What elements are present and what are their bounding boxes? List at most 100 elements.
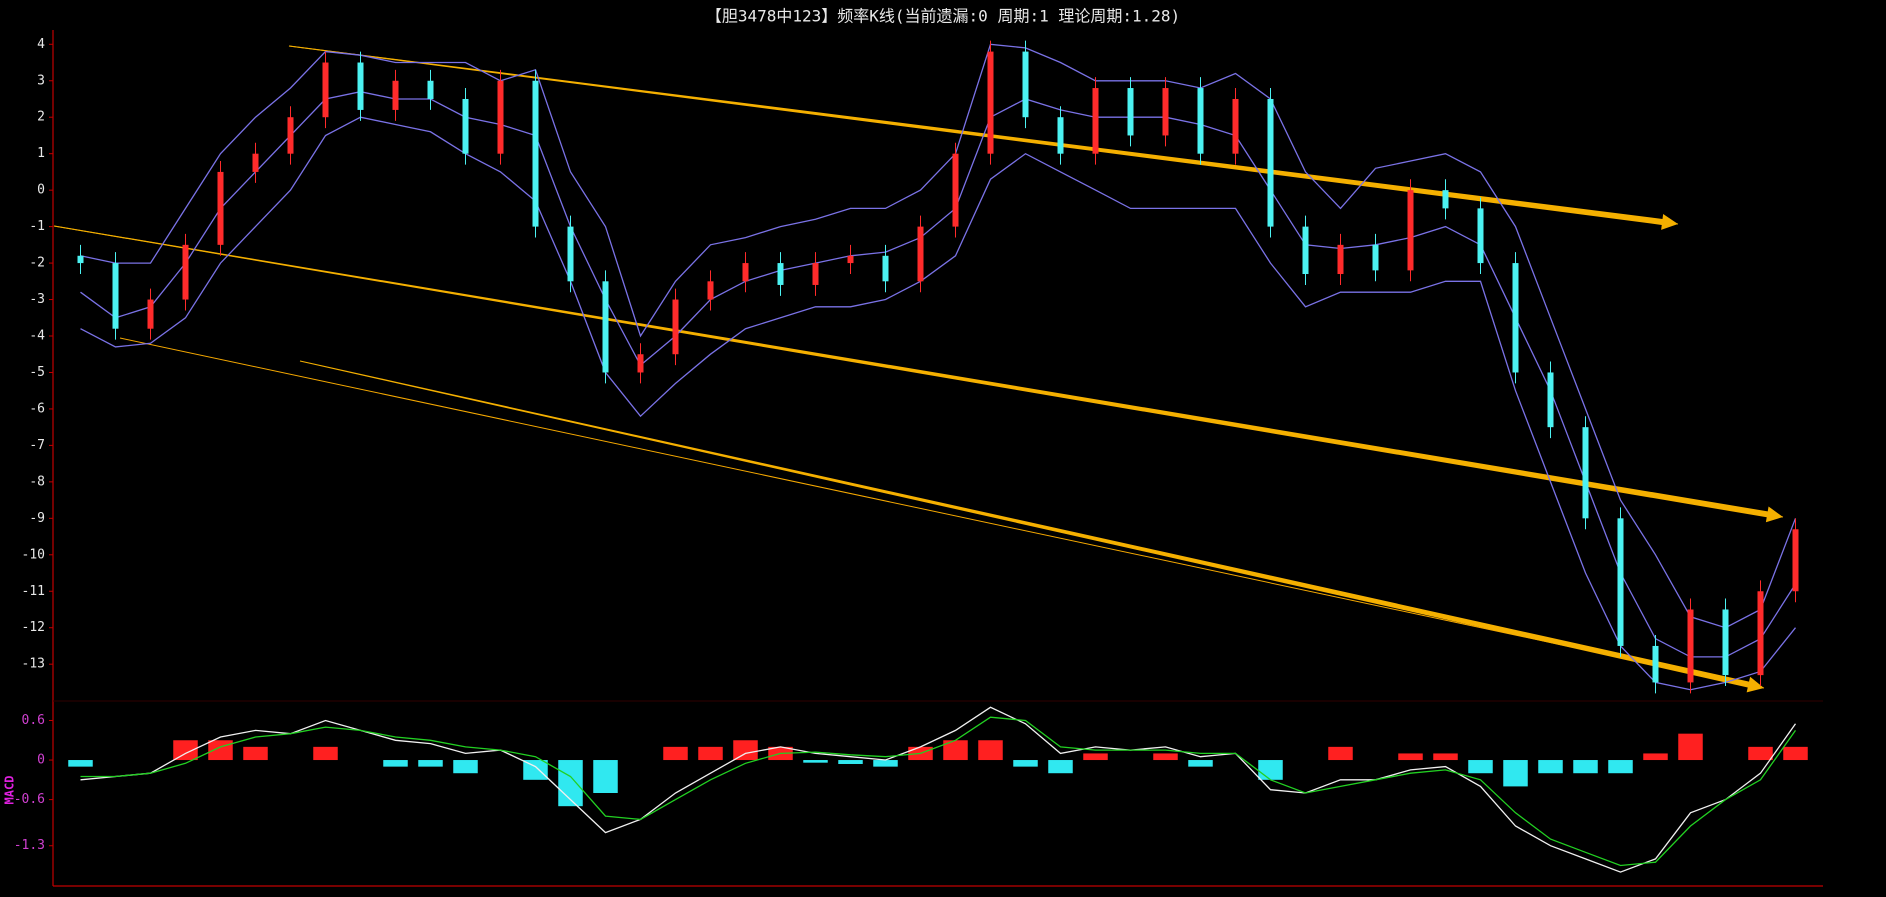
candle-body	[147, 299, 154, 329]
y-tick-label: -2	[29, 256, 45, 271]
candle-body	[462, 98, 469, 154]
macd-bar	[1258, 760, 1283, 780]
candle-body	[357, 62, 364, 110]
candle-body	[1267, 98, 1274, 227]
candle-body	[672, 299, 679, 355]
y-tick-label: 0	[37, 753, 45, 768]
y-tick-label: 0	[37, 183, 45, 198]
candle-body	[112, 263, 119, 329]
candle-body	[1057, 117, 1064, 154]
candle-body	[1372, 244, 1379, 271]
candle-body	[1757, 591, 1764, 676]
candle-body	[1687, 609, 1694, 683]
candle-body	[1407, 190, 1414, 271]
macd-bar	[383, 760, 408, 767]
candle-body	[847, 255, 854, 264]
y-tick-label: -1	[29, 219, 45, 234]
candle-body	[287, 117, 294, 154]
macd-bar	[173, 740, 198, 761]
macd-bar	[1783, 746, 1808, 761]
y-tick-label: -0.6	[14, 792, 45, 807]
candle-body	[742, 263, 749, 282]
macd-bar	[523, 760, 548, 780]
chart-title: 【胆3478中123】频率K线(当前遗漏:0 周期:1 理论周期:1.28)	[706, 7, 1180, 26]
y-axis-label: MACD	[3, 776, 17, 805]
y-tick-label: -4	[29, 329, 45, 344]
macd-bar	[943, 740, 968, 761]
y-tick-label: -7	[29, 438, 45, 453]
candle-body	[1337, 244, 1344, 275]
y-tick-label: 3	[37, 73, 45, 88]
trend-arrow	[299, 360, 1764, 693]
candle-body	[1477, 208, 1484, 264]
candle-body	[812, 263, 819, 285]
macd-bar	[1433, 753, 1458, 761]
macd-bar	[1013, 760, 1038, 767]
macd-bar	[1538, 760, 1563, 774]
line-series	[80, 716, 1797, 867]
trend-arrow	[53, 225, 1784, 523]
candle-body	[567, 226, 574, 282]
macd-bar	[453, 760, 478, 774]
candle-body	[1442, 190, 1449, 209]
candle-body	[602, 281, 609, 373]
candle-body	[77, 255, 84, 264]
candle-body	[1162, 88, 1169, 136]
macd-bar	[698, 746, 723, 761]
y-tick-label: -13	[22, 657, 45, 672]
candle-body	[1792, 529, 1799, 592]
y-tick-label: -6	[29, 401, 45, 416]
candle-body	[952, 153, 959, 227]
candle-body	[1092, 88, 1099, 154]
macd-bar	[593, 760, 618, 793]
y-tick-label: -9	[29, 511, 45, 526]
candle-body	[1022, 51, 1029, 118]
candle-body	[707, 281, 714, 300]
candle-body	[882, 255, 889, 282]
candle-body	[917, 226, 924, 282]
y-tick-label: -1.3	[14, 838, 45, 853]
line-series	[80, 116, 1797, 691]
line-series	[80, 91, 1797, 658]
candle-body	[252, 153, 259, 172]
macd-bar	[1748, 746, 1773, 761]
macd-bar	[978, 740, 1003, 761]
y-tick-label: -5	[29, 365, 45, 380]
candle-body	[1547, 372, 1554, 428]
y-tick-label: 4	[37, 37, 45, 52]
y-tick-label: -3	[29, 292, 45, 307]
candle-body	[777, 263, 784, 285]
macd-bar	[68, 760, 93, 767]
y-tick-label: -11	[22, 584, 45, 599]
y-tick-label: -8	[29, 474, 45, 489]
macd-bar	[1048, 760, 1073, 774]
candle-body	[217, 171, 224, 245]
macd-bar	[663, 746, 688, 761]
candle-body	[1232, 98, 1239, 154]
candle-body	[637, 354, 644, 373]
line-series	[80, 43, 1797, 629]
candle-body	[987, 51, 994, 154]
y-tick-label: -10	[22, 547, 45, 562]
candle-body	[427, 80, 434, 99]
y-tick-label: 0.6	[22, 713, 45, 728]
macd-bar	[838, 760, 863, 764]
macd-bar	[873, 760, 898, 767]
macd-bar	[1608, 760, 1633, 774]
candle-body	[1582, 427, 1589, 519]
y-tick-label: 2	[37, 110, 45, 125]
macd-bar	[1503, 760, 1528, 787]
candle-body	[1197, 88, 1204, 154]
trend-line	[119, 337, 1765, 689]
macd-bar	[1573, 760, 1598, 774]
macd-bar	[1188, 760, 1213, 767]
candle-body	[1617, 518, 1624, 646]
candle-body	[322, 62, 329, 118]
macd-bar	[418, 760, 443, 767]
candle-body	[182, 244, 189, 300]
macd-bar	[1153, 753, 1178, 761]
macd-bar	[243, 746, 268, 761]
